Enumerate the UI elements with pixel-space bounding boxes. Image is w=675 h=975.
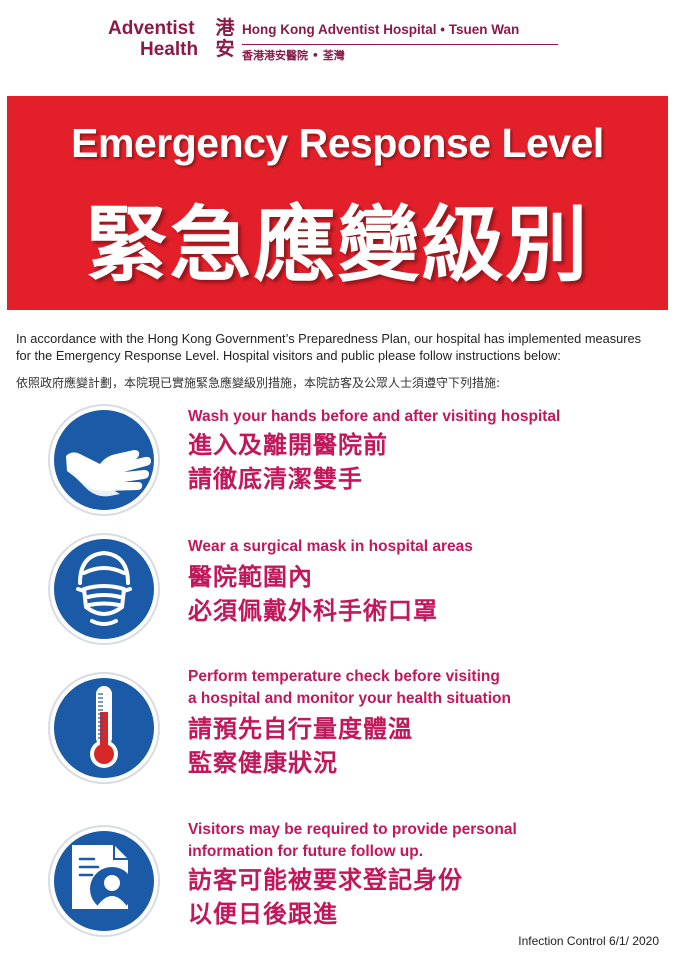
measure-4-text-en: Visitors may be required to provide pers… bbox=[188, 819, 517, 863]
footer-note: Infection Control 6/1/ 2020 bbox=[518, 934, 659, 948]
logo-line-2: Health bbox=[140, 39, 199, 60]
measure-4-zh-line-1: 訪客可能被要求登記身份 bbox=[188, 866, 463, 894]
intro-text-zh: 依照政府應變計劃，本院現已實施緊急應變級別措施，本院訪客及公眾人士須遵守下列措施… bbox=[16, 376, 501, 390]
thermometer-icon bbox=[48, 672, 160, 784]
intro-text-en: In accordance with the Hong Kong Governm… bbox=[16, 331, 642, 363]
measure-1-text-zh: 進入及離開醫院前 請徹底清潔雙手 bbox=[188, 428, 388, 496]
measure-2-en-line-1: Wear a surgical mask in hospital areas bbox=[188, 538, 473, 555]
measure-3-zh-line-2: 監察健康狀況 bbox=[188, 749, 338, 777]
emergency-banner: Emergency Response Level 緊急應變級別 bbox=[7, 96, 668, 310]
logo-line-1: Adventist bbox=[108, 18, 195, 39]
header-divider bbox=[242, 44, 558, 45]
measure-2-zh-line-1: 醫院範圍內 bbox=[188, 563, 313, 591]
measure-4-text-zh: 訪客可能被要求登記身份 以便日後跟進 bbox=[188, 863, 463, 931]
logo-zh-line-2: 安 bbox=[215, 38, 235, 60]
measure-4-en-line-2: information for future follow up. bbox=[188, 843, 424, 860]
banner-title-en: Emergency Response Level bbox=[71, 120, 604, 166]
banner-title-zh: 緊急應變級別 bbox=[85, 198, 590, 293]
measure-2-text-zh: 醫院範圍內 必須佩戴外科手術口罩 bbox=[188, 560, 438, 628]
measure-3-en-line-2: a hospital and monitor your health situa… bbox=[188, 690, 511, 707]
hand-washing-icon bbox=[48, 404, 160, 516]
measure-1-en-line-1: Wash your hands before and after visitin… bbox=[188, 408, 561, 425]
measure-1-zh-line-1: 進入及離開醫院前 bbox=[188, 431, 388, 459]
measure-1-zh-line-2: 請徹底清潔雙手 bbox=[188, 465, 363, 493]
measure-4-en-line-1: Visitors may be required to provide pers… bbox=[188, 821, 517, 838]
hospital-name-en: Hong Kong Adventist Hospital • Tsuen Wan bbox=[242, 22, 520, 37]
hospital-name-zh: 香港港安醫院 • 荃灣 bbox=[242, 49, 345, 62]
surgical-mask-icon bbox=[48, 533, 160, 645]
measure-1-text-en: Wash your hands before and after visitin… bbox=[188, 406, 560, 428]
measure-3-en-line-1: Perform temperature check before visitin… bbox=[188, 668, 500, 685]
measure-3-text-zh: 請預先自行量度體溫 監察健康狀況 bbox=[188, 712, 413, 780]
measure-3-zh-line-1: 請預先自行量度體溫 bbox=[188, 715, 413, 743]
adventist-health-logo: Adventist Health bbox=[108, 18, 198, 60]
measure-3-text-en: Perform temperature check before visitin… bbox=[188, 666, 511, 710]
hospital-header: Adventist Health 港 安 Hong Kong Adventist… bbox=[108, 16, 568, 66]
logo-zh-line-1: 港 bbox=[215, 17, 235, 39]
measure-2-text-en: Wear a surgical mask in hospital areas bbox=[188, 536, 473, 558]
measure-2-zh-line-2: 必須佩戴外科手術口罩 bbox=[188, 597, 438, 625]
logo-chinese: 港 安 bbox=[214, 18, 236, 60]
personal-information-icon bbox=[48, 825, 160, 937]
measure-4-zh-line-2: 以便日後跟進 bbox=[188, 900, 338, 928]
